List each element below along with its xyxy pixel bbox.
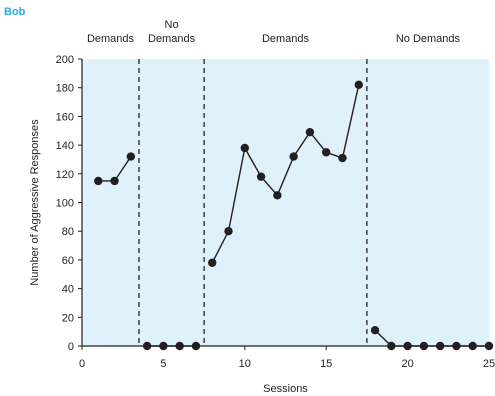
phase-3-line bbox=[211, 84, 360, 264]
x-axis-title: Sessions bbox=[263, 383, 308, 395]
data-point-session-13 bbox=[289, 152, 298, 161]
data-point-session-2 bbox=[110, 176, 119, 186]
y-tick-label-120: 120 bbox=[56, 169, 74, 181]
data-point-session-23 bbox=[452, 341, 461, 351]
data-point-session-12 bbox=[273, 191, 282, 200]
data-point-session-10 bbox=[240, 143, 249, 153]
data-point-session-25 bbox=[484, 341, 494, 351]
y-tick-label-60: 60 bbox=[62, 255, 74, 267]
x-tick-label-20: 20 bbox=[401, 358, 413, 370]
x-tick-label-10: 10 bbox=[239, 358, 251, 370]
data-point-session-14 bbox=[305, 127, 315, 137]
y-tick-label-200: 200 bbox=[56, 54, 74, 66]
subject-label: Bob bbox=[4, 6, 26, 18]
data-point-session-17 bbox=[354, 80, 363, 90]
y-tick-label-20: 20 bbox=[62, 312, 74, 324]
phase-labels: Demands No Demands Demands No Demands bbox=[87, 19, 461, 45]
data-point-session-21 bbox=[419, 341, 429, 351]
data-point-session-19 bbox=[387, 341, 396, 351]
phase-label-1: Demands bbox=[87, 33, 135, 45]
plot-background bbox=[82, 59, 489, 346]
data-point-session-11 bbox=[256, 172, 266, 181]
data-point-session-20 bbox=[403, 341, 412, 351]
data-point-session-16 bbox=[338, 153, 347, 163]
phase-label-4: No Demands bbox=[396, 33, 461, 45]
y-tick-label-180: 180 bbox=[56, 83, 74, 95]
data-point-session-9 bbox=[224, 227, 233, 236]
y-tick-label-80: 80 bbox=[62, 226, 74, 238]
data-point-session-5 bbox=[159, 341, 168, 351]
x-axis-ticks: 0 5 10 15 20 25 bbox=[79, 346, 495, 370]
data-point-session-8 bbox=[208, 258, 217, 267]
data-point-session-1 bbox=[94, 176, 103, 186]
y-tick-label-40: 40 bbox=[62, 284, 74, 296]
data-point-session-15 bbox=[322, 148, 331, 157]
phase-label-3: Demands bbox=[262, 33, 310, 45]
phase-change-lines bbox=[138, 59, 368, 346]
data-point-session-18 bbox=[370, 326, 380, 335]
y-tick-label-160: 160 bbox=[56, 111, 74, 123]
x-tick-label-25: 25 bbox=[483, 358, 495, 370]
x-tick-label-15: 15 bbox=[320, 358, 332, 370]
y-tick-label-140: 140 bbox=[56, 140, 74, 152]
y-tick-label-100: 100 bbox=[56, 198, 74, 210]
y-axis-ticks: 0 20 40 60 80 100 120 140 160 180 200 bbox=[56, 54, 82, 353]
data-point-session-6 bbox=[175, 341, 184, 351]
data-point-session-22 bbox=[435, 341, 445, 351]
data-point-session-3 bbox=[126, 152, 136, 161]
y-axis-title: Number of Aggressive Responses bbox=[29, 119, 41, 286]
data-point-session-4 bbox=[142, 341, 152, 351]
y-tick-label-0: 0 bbox=[68, 341, 74, 353]
x-tick-label-5: 5 bbox=[160, 358, 166, 370]
phase-label-2: No Demands bbox=[148, 19, 196, 45]
data-point-session-24 bbox=[468, 341, 477, 351]
data-point-session-7 bbox=[191, 341, 201, 351]
x-tick-label-0: 0 bbox=[79, 358, 85, 370]
data-series bbox=[94, 80, 494, 351]
